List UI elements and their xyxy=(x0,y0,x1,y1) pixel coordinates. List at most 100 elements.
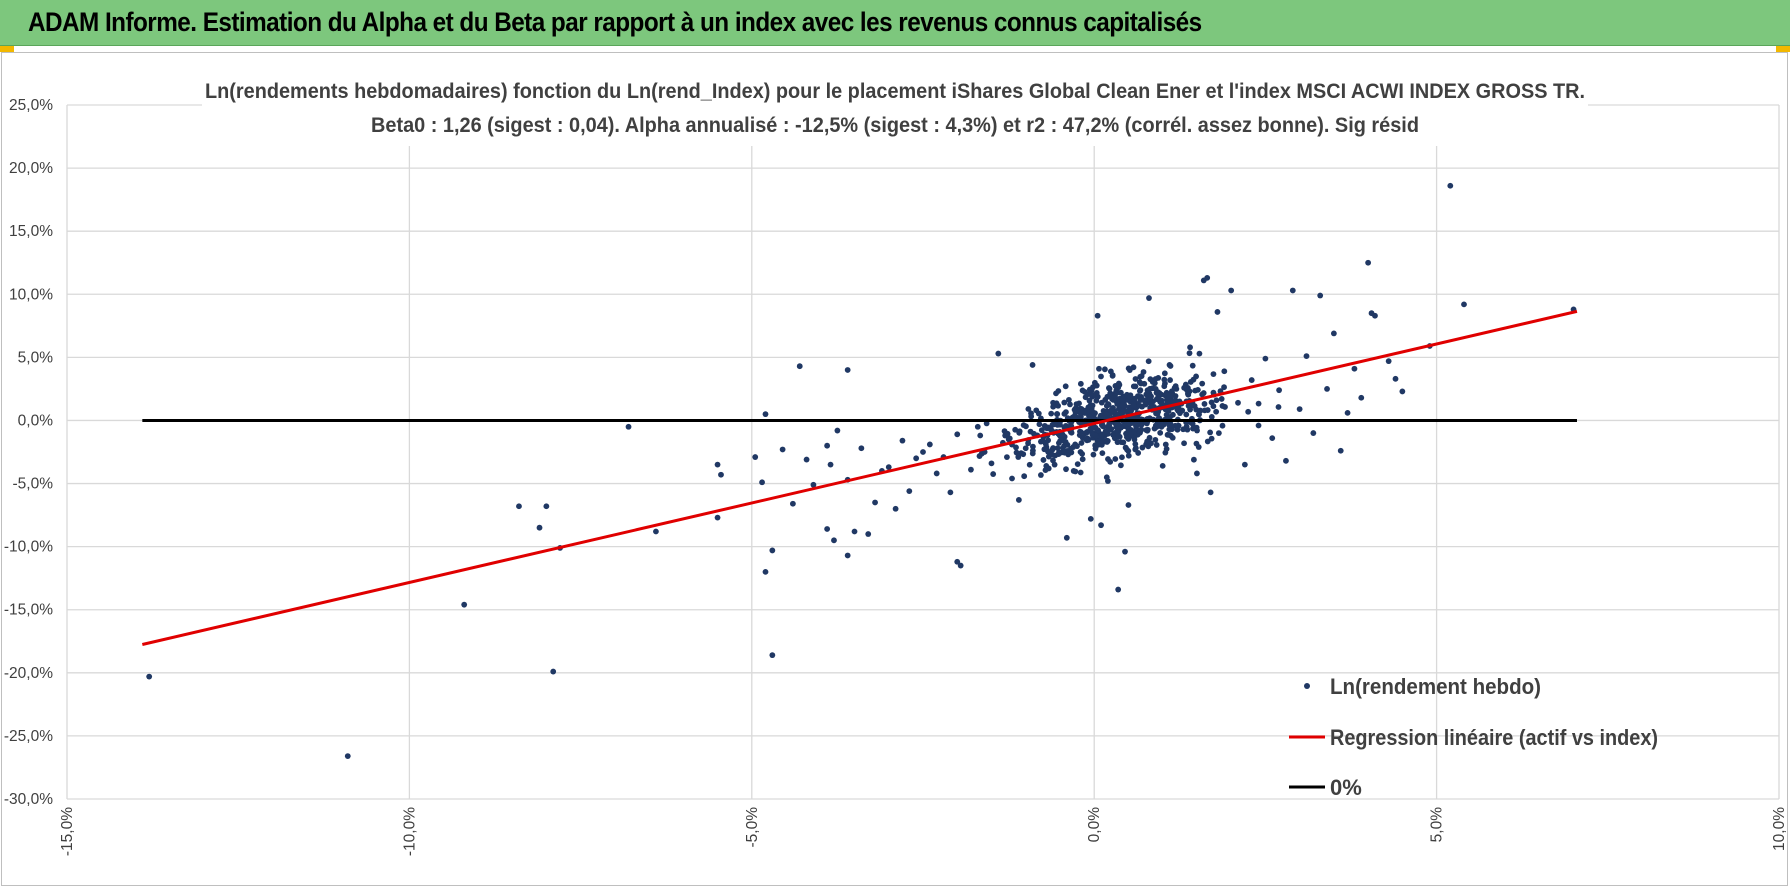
vertical-gridlines xyxy=(66,105,1780,799)
data-point xyxy=(1165,398,1171,405)
data-point xyxy=(1050,445,1057,451)
data-point xyxy=(1090,451,1097,458)
data-point xyxy=(1094,312,1101,319)
data-point xyxy=(1214,309,1221,315)
data-point xyxy=(1183,411,1190,418)
data-point xyxy=(789,500,796,507)
data-point xyxy=(1054,411,1061,417)
data-point xyxy=(1126,393,1133,400)
data-point xyxy=(1081,388,1088,395)
data-point xyxy=(1072,468,1079,475)
data-point xyxy=(827,461,834,468)
data-point xyxy=(1104,393,1111,400)
data-point xyxy=(1153,389,1160,396)
data-point xyxy=(779,446,786,453)
data-point xyxy=(1131,397,1138,404)
data-point xyxy=(1137,373,1144,380)
data-point xyxy=(1115,586,1122,593)
data-point xyxy=(1079,434,1086,441)
data-point xyxy=(1028,413,1035,420)
data-point xyxy=(977,432,984,439)
data-point xyxy=(1120,439,1127,446)
data-point xyxy=(1162,449,1169,456)
data-point xyxy=(1207,489,1214,496)
data-point xyxy=(1073,406,1080,413)
data-point xyxy=(1037,472,1044,478)
data-point xyxy=(1139,444,1146,451)
legend-label-regression: Regression linéaire (actif vs index) xyxy=(1330,725,1658,750)
data-point xyxy=(1194,470,1200,477)
data-point xyxy=(1204,274,1211,281)
data-point xyxy=(1262,355,1269,362)
data-point xyxy=(1221,368,1228,375)
legend: Ln(rendement hebdo) Regression linéaire … xyxy=(1289,674,1658,800)
x-tick-label: -10,0% xyxy=(401,807,418,856)
data-point xyxy=(1186,350,1193,357)
data-point xyxy=(1065,396,1072,403)
data-point xyxy=(1135,450,1142,456)
data-point xyxy=(851,528,858,535)
data-point xyxy=(1192,387,1199,394)
data-point xyxy=(714,461,721,468)
data-point xyxy=(1190,425,1196,432)
data-point xyxy=(1222,404,1228,410)
data-point xyxy=(1136,402,1143,409)
data-point xyxy=(1093,392,1100,399)
data-point xyxy=(1190,456,1197,463)
data-point xyxy=(769,547,776,554)
data-point xyxy=(1344,409,1351,416)
data-point xyxy=(1027,428,1034,435)
data-point xyxy=(1118,423,1125,430)
data-point xyxy=(1132,441,1139,447)
data-point xyxy=(1020,451,1027,458)
data-point xyxy=(1001,428,1008,435)
data-point xyxy=(1215,430,1222,436)
data-point xyxy=(1105,424,1111,431)
data-point xyxy=(1235,399,1241,406)
data-point xyxy=(1162,441,1169,448)
data-point xyxy=(1168,392,1175,399)
y-axis-ticks: 25,0% 20,0% 15,0% 10,0% 5,0% 0,0% -5,0% -10,0% -… xyxy=(4,97,53,808)
data-point xyxy=(1191,403,1198,409)
data-point xyxy=(1079,456,1086,463)
data-point xyxy=(1029,450,1036,457)
y-tick-label: 25,0% xyxy=(9,97,53,114)
data-point xyxy=(1147,396,1154,402)
data-point xyxy=(1310,430,1317,436)
data-point xyxy=(1115,433,1121,440)
data-point xyxy=(146,673,153,680)
data-point xyxy=(1166,432,1173,438)
data-point xyxy=(1303,353,1310,360)
data-point xyxy=(1004,454,1010,460)
data-point xyxy=(1114,400,1121,407)
data-point xyxy=(844,552,851,559)
y-tick-label: -20,0% xyxy=(4,665,53,682)
data-point xyxy=(1015,454,1022,460)
data-point xyxy=(1022,445,1029,452)
data-point xyxy=(1213,397,1220,404)
data-point xyxy=(1126,420,1133,427)
y-tick-label: -15,0% xyxy=(4,602,53,619)
data-point xyxy=(1020,422,1027,429)
data-point xyxy=(1086,413,1093,420)
data-point xyxy=(1132,376,1139,382)
data-point xyxy=(1087,515,1094,522)
data-point xyxy=(988,460,995,467)
data-point xyxy=(1089,431,1096,438)
data-point xyxy=(759,479,765,486)
x-tick-label: 10,0% xyxy=(1771,807,1788,851)
data-point xyxy=(1228,287,1235,294)
data-point xyxy=(1054,445,1061,452)
data-point xyxy=(1317,292,1324,299)
data-point xyxy=(1061,410,1068,417)
data-point xyxy=(865,531,872,537)
data-point xyxy=(625,423,632,430)
legend-label-points: Ln(rendement hebdo) xyxy=(1330,674,1541,699)
data-point xyxy=(1089,408,1096,415)
data-point xyxy=(1136,388,1143,394)
data-point xyxy=(1136,379,1143,386)
data-point xyxy=(1219,422,1226,429)
data-point xyxy=(769,652,776,659)
data-point xyxy=(1149,379,1156,385)
data-point xyxy=(1324,386,1330,392)
